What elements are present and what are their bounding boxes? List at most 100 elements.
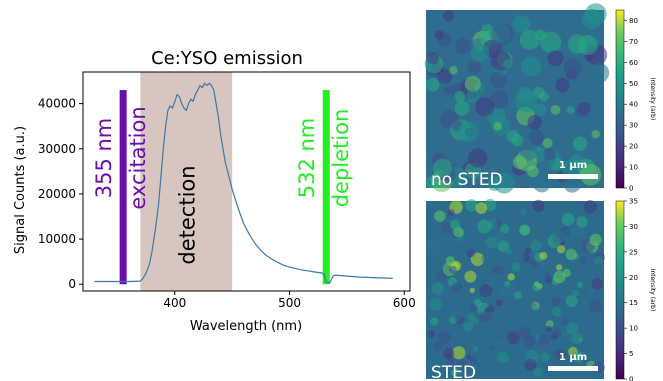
intensity-spot xyxy=(580,257,588,264)
intensity-spot xyxy=(589,233,602,246)
intensity-spot xyxy=(528,129,545,146)
intensity-spot xyxy=(568,78,578,89)
intensity-spot xyxy=(539,252,548,260)
intensity-spot xyxy=(429,298,442,311)
intensity-spot xyxy=(449,66,458,75)
excitation-bar xyxy=(119,90,127,285)
intensity-spot xyxy=(577,281,584,288)
no-sted-intensity-map xyxy=(424,3,610,194)
intensity-spot xyxy=(493,122,502,131)
y-tick-label: 10000 xyxy=(38,232,76,246)
intensity-spot xyxy=(594,256,603,265)
intensity-spot xyxy=(484,307,490,313)
plot-area: 355 nm excitation detection 532 nm depletion xyxy=(92,72,393,291)
intensity-spot xyxy=(517,301,524,309)
intensity-spot xyxy=(588,62,610,84)
axis-ticks: 400 500 600 0 10000 20000 30000 40000 xyxy=(38,97,416,310)
intensity-spot xyxy=(555,77,570,93)
colorbar-tick-label: 0 xyxy=(629,376,633,381)
intensity-spot xyxy=(565,248,577,261)
intensity-spot xyxy=(491,265,499,273)
colorbar-tick-label: 60 xyxy=(629,59,638,67)
y-axis-label: Signal Counts (a.u.) xyxy=(13,126,28,254)
intensity-spot xyxy=(479,284,493,298)
no-sted-colorbar-ticks: 0 10 20 30 40 50 60 70 80 xyxy=(624,17,638,193)
intensity-spot xyxy=(553,270,566,284)
intensity-spot xyxy=(573,351,584,363)
intensity-spot xyxy=(524,358,537,371)
intensity-spot xyxy=(550,332,558,340)
intensity-spot xyxy=(576,216,588,228)
intensity-spot xyxy=(572,289,579,297)
intensity-spot xyxy=(447,209,455,217)
intensity-spot xyxy=(542,262,548,269)
colorbar-tick-label: 40 xyxy=(629,101,638,109)
intensity-spot xyxy=(591,277,604,290)
intensity-spot xyxy=(506,248,512,255)
y-tick-label: 0 xyxy=(68,277,76,291)
intensity-spot xyxy=(521,56,542,77)
intensity-spot xyxy=(450,369,458,377)
colorbar-tick-label: 30 xyxy=(629,223,638,231)
detection-label: detection xyxy=(175,165,199,264)
intensity-spot xyxy=(572,136,588,151)
intensity-spot xyxy=(490,71,507,89)
intensity-spot xyxy=(425,176,437,188)
intensity-spot xyxy=(471,229,478,236)
chart-title: Ce:YSO emission xyxy=(151,48,303,69)
intensity-spot xyxy=(511,262,521,273)
intensity-spot xyxy=(474,97,495,117)
colorbar-tick-label: 15 xyxy=(629,299,638,307)
intensity-spot xyxy=(434,30,445,40)
intensity-spot xyxy=(533,103,547,117)
intensity-spot xyxy=(466,89,480,103)
intensity-spot xyxy=(461,237,467,244)
intensity-spot xyxy=(494,219,503,228)
intensity-spot xyxy=(452,312,462,323)
intensity-spot xyxy=(479,311,492,323)
intensity-spot xyxy=(540,124,550,134)
intensity-spot xyxy=(484,198,497,212)
y-tick-label: 40000 xyxy=(38,97,76,111)
intensity-spot xyxy=(584,3,607,25)
intensity-spot xyxy=(441,93,456,107)
intensity-spot xyxy=(556,349,568,361)
intensity-spot xyxy=(552,230,566,244)
intensity-spot xyxy=(494,339,504,349)
intensity-spot xyxy=(427,240,442,255)
intensity-spot xyxy=(469,357,477,365)
sted-intensity-map xyxy=(427,198,606,377)
intensity-spot xyxy=(489,40,504,56)
colorbar-tick-label: 70 xyxy=(629,38,638,46)
intensity-spot xyxy=(545,325,553,332)
intensity-spot xyxy=(438,330,451,344)
intensity-spot xyxy=(452,346,466,360)
intensity-spot xyxy=(504,284,517,297)
intensity-spot xyxy=(425,78,440,92)
intensity-spot xyxy=(566,106,575,115)
no-sted-image-panel: no STED 1 μm 0 10 20 30 40 50 60 70 80 Intensity… xyxy=(424,3,656,194)
sted-colorbar-ticks: 0 5 10 15 20 25 30 35 xyxy=(624,198,638,381)
intensity-spot xyxy=(427,330,436,338)
intensity-spot xyxy=(464,270,477,283)
sted-scalebar xyxy=(548,366,598,371)
colorbar-tick-label: 25 xyxy=(629,248,638,256)
intensity-spot xyxy=(537,333,550,346)
intensity-spot xyxy=(547,50,564,67)
intensity-spot xyxy=(454,38,472,55)
intensity-spot xyxy=(448,265,457,274)
intensity-spot xyxy=(477,219,492,234)
intensity-spot xyxy=(464,75,481,92)
intensity-spot xyxy=(455,359,468,371)
intensity-spot xyxy=(454,90,466,103)
intensity-spot xyxy=(506,129,520,143)
colorbar-tick-label: 35 xyxy=(629,198,638,206)
intensity-spot xyxy=(524,247,532,255)
colorbar-tick-label: 10 xyxy=(629,164,638,172)
intensity-spot xyxy=(489,344,496,351)
intensity-spot xyxy=(488,147,498,157)
intensity-spot xyxy=(544,272,551,278)
intensity-spot xyxy=(445,256,455,266)
intensity-spot xyxy=(487,279,496,288)
